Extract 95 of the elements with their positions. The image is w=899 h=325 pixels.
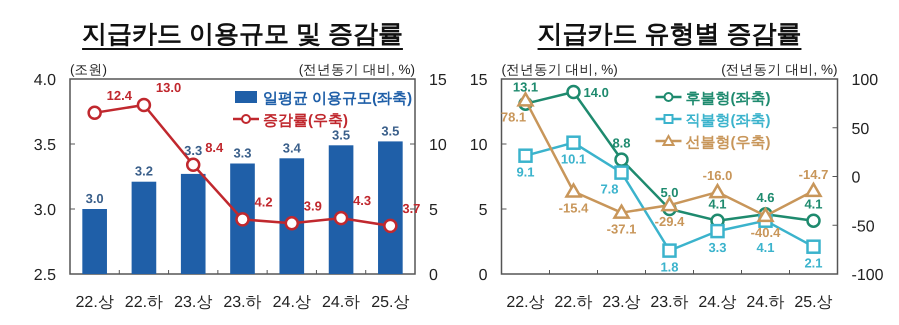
y-tick-label: 4.0 bbox=[34, 72, 56, 89]
point bbox=[709, 184, 726, 198]
x-tick-label: 22.하 bbox=[124, 294, 164, 311]
data-label: 3.3 bbox=[184, 142, 202, 158]
data-label: 8.4 bbox=[205, 140, 224, 155]
y-tick-label: 10 bbox=[470, 137, 488, 154]
y-tick-label: 5 bbox=[478, 202, 488, 219]
point bbox=[710, 224, 725, 238]
x-tick-label: 25.상 bbox=[794, 294, 833, 311]
x-tick-label: 23.하 bbox=[650, 294, 689, 311]
data-label: 4.6 bbox=[756, 190, 775, 206]
data-label: 13.1 bbox=[512, 80, 538, 95]
data-label: 9.1 bbox=[516, 164, 535, 180]
point bbox=[383, 218, 398, 234]
point bbox=[661, 196, 678, 212]
y-tick-label: 2.5 bbox=[34, 267, 56, 284]
data-label: 8.8 bbox=[612, 136, 631, 151]
data-label: 12.4 bbox=[106, 88, 133, 103]
data-label: 7.8 bbox=[600, 182, 619, 197]
data-label: -15.4 bbox=[558, 200, 590, 216]
data-label: 3.3 bbox=[233, 146, 252, 160]
y2-tick-label: 0 bbox=[429, 267, 438, 284]
y2-axis-title: (전년동기 대비, %) bbox=[298, 62, 415, 77]
point bbox=[614, 152, 629, 167]
legend-label: 후불형(좌축) bbox=[686, 90, 770, 107]
y-tick-label: 0 bbox=[478, 267, 488, 284]
x-tick-label: 25.상 bbox=[371, 294, 410, 311]
y-axis-title: (조원) bbox=[70, 62, 107, 77]
data-label: 1.8 bbox=[660, 260, 679, 275]
point bbox=[186, 158, 200, 172]
y-axis-title: (전년동기 대비, %) bbox=[502, 62, 618, 77]
y2-tick-label: 100 bbox=[852, 72, 878, 89]
point bbox=[613, 204, 630, 219]
data-label: 4.1 bbox=[708, 196, 727, 212]
x-tick-label: 22.상 bbox=[506, 294, 545, 311]
x-tick-label: 24.하 bbox=[746, 294, 785, 311]
data-label: 3.5 bbox=[332, 127, 350, 142]
point bbox=[566, 135, 581, 150]
point bbox=[334, 210, 348, 226]
x-tick-label: 24.상 bbox=[698, 294, 737, 311]
legend-label: 직불형(좌축) bbox=[686, 112, 770, 129]
point bbox=[662, 243, 677, 258]
point bbox=[517, 92, 534, 107]
point bbox=[614, 165, 629, 180]
data-label: 3.0 bbox=[86, 191, 104, 206]
x-tick-label: 23.상 bbox=[174, 294, 212, 311]
y-tick-label: 3.0 bbox=[34, 202, 56, 219]
data-label: 3.5 bbox=[381, 123, 400, 138]
y2-tick-label: -50 bbox=[852, 218, 875, 236]
x-tick-label: 23.하 bbox=[223, 294, 262, 311]
y-tick-label: 3.5 bbox=[34, 137, 56, 154]
data-label: -14.7 bbox=[798, 166, 828, 182]
point bbox=[806, 239, 821, 254]
y2-tick-label: 5 bbox=[429, 202, 438, 219]
legend-label: 일평균 이용규모(좌축) bbox=[263, 90, 412, 107]
data-label: -37.1 bbox=[606, 222, 636, 237]
x-tick-label: 22.하 bbox=[554, 294, 593, 311]
x-tick-label: 24.하 bbox=[322, 294, 360, 311]
chart-title: 지급카드 이용규모 및 증감률 bbox=[82, 20, 403, 48]
y-tick-label: 15 bbox=[470, 72, 488, 89]
chart-title: 지급카드 유형별 증감률 bbox=[538, 20, 802, 48]
point bbox=[136, 98, 152, 112]
point bbox=[518, 148, 533, 163]
point bbox=[565, 183, 582, 198]
data-label: 14.0 bbox=[584, 85, 609, 100]
data-label: 5.0 bbox=[660, 185, 679, 200]
data-label: 3.9 bbox=[304, 198, 322, 214]
data-label: 3.4 bbox=[282, 140, 302, 156]
x-tick-label: 24.상 bbox=[272, 294, 311, 311]
data-label: -16.0 bbox=[702, 168, 732, 184]
data-label: -29.4 bbox=[654, 214, 686, 230]
point bbox=[235, 212, 250, 227]
y2-tick-label: 50 bbox=[852, 120, 870, 138]
y2-tick-label: 10 bbox=[429, 137, 447, 154]
y2-tick-label: -100 bbox=[852, 267, 884, 284]
x-tick-label: 23.상 bbox=[602, 294, 641, 311]
data-label: 10.1 bbox=[560, 152, 586, 167]
data-label: -40.4 bbox=[750, 224, 782, 240]
point bbox=[284, 216, 300, 231]
x-tick-label: 22.상 bbox=[76, 294, 114, 311]
legend-label: 선불형(우축) bbox=[686, 134, 770, 151]
point bbox=[87, 106, 102, 120]
data-label: 2.1 bbox=[804, 256, 823, 271]
data-label: 3.3 bbox=[708, 240, 727, 256]
point bbox=[566, 84, 581, 100]
y2-axis-title: (전년동기 대비, %) bbox=[721, 62, 838, 77]
point bbox=[805, 182, 822, 198]
y2-tick-label: 15 bbox=[429, 72, 447, 89]
point bbox=[806, 213, 821, 228]
data-label: 4.1 bbox=[756, 240, 775, 255]
data-label: 4.1 bbox=[804, 196, 823, 212]
legend-label: 증감률(우축) bbox=[263, 112, 348, 129]
data-label: 3.2 bbox=[134, 164, 153, 179]
y2-tick-label: 0 bbox=[852, 170, 860, 186]
data-label: 13.0 bbox=[156, 80, 182, 95]
